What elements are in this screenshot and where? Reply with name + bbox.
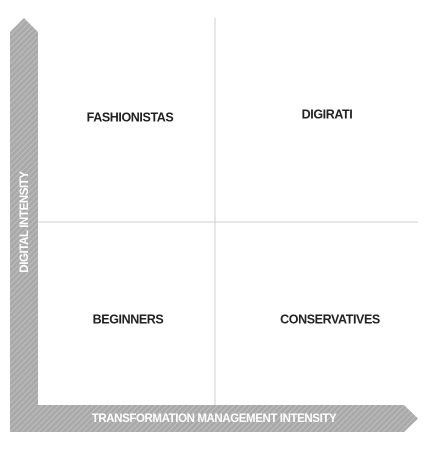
quadrant-label: CONSERVATIVES — [280, 312, 380, 326]
quadrant-label: DIGIRATI — [302, 107, 353, 121]
quadrant-label: BEGINNERS — [93, 312, 164, 326]
y-axis-label: DIGITAL INTENSITY — [19, 171, 31, 273]
y-axis-arrow — [10, 18, 38, 405]
x-axis-arrow — [10, 405, 418, 432]
quadrant-label: FASHIONISTAS — [87, 110, 174, 124]
x-axis-label: TRANSFORMATION MANAGEMENT INTENSITY — [92, 413, 337, 425]
